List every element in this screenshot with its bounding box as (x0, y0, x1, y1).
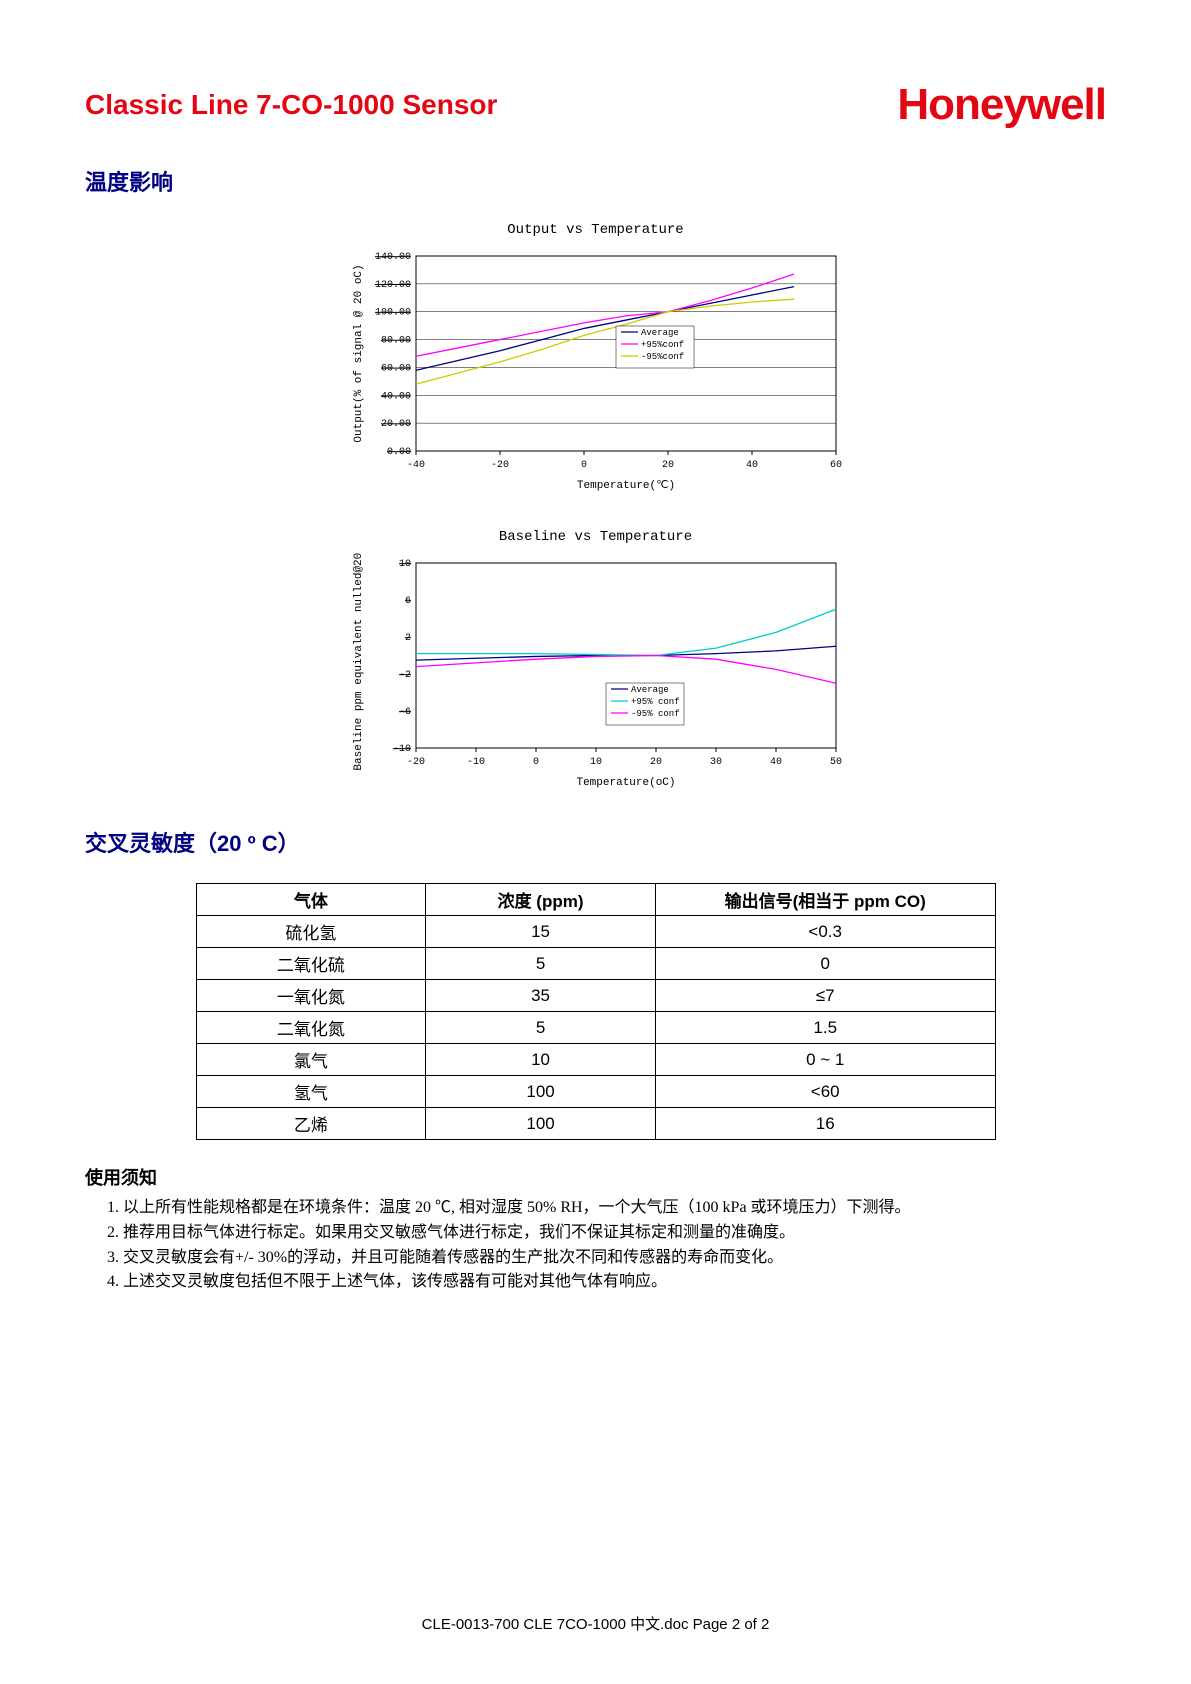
svg-text:20: 20 (661, 460, 673, 471)
table-row: 二氧化硫50 (196, 948, 995, 980)
svg-text:0: 0 (580, 460, 586, 471)
cross-sensitivity-table: 气体浓度 (ppm)输出信号(相当于 ppm CO)硫化氢15<0.3二氧化硫5… (196, 883, 996, 1140)
svg-text:80.00: 80.00 (380, 336, 410, 347)
svg-text:-95%conf: -95%conf (641, 352, 684, 362)
svg-text:60: 60 (829, 460, 841, 471)
svg-text:30: 30 (709, 757, 721, 768)
chart2-svg: -10 -6 -2 2 6 10 -20 -10 0 10 20 30 40 50 Temperature(… (336, 553, 856, 793)
note-item: 推荐用目标气体进行标定。如果用交叉敏感气体进行标定，我们不保证其标定和测量的准确… (123, 1221, 1106, 1246)
svg-text:10: 10 (589, 757, 601, 768)
notes-list: 以上所有性能规格都是在环境条件：温度 20 ℃, 相对湿度 50% RH，一个大… (85, 1196, 1106, 1295)
doc-title: Classic Line 7-CO-1000 Sensor (85, 89, 497, 121)
svg-text:0.00: 0.00 (386, 447, 410, 458)
svg-text:40: 40 (769, 757, 781, 768)
chart1-title: Output vs Temperature (85, 222, 1106, 238)
table-header: 输出信号(相当于 ppm CO) (655, 884, 995, 916)
svg-text:40: 40 (745, 460, 757, 471)
svg-text:120.00: 120.00 (374, 280, 410, 291)
table-header: 气体 (196, 884, 426, 916)
svg-text:10: 10 (398, 559, 410, 570)
page-header: Classic Line 7-CO-1000 Sensor Honeywell (85, 80, 1106, 130)
svg-text:100.00: 100.00 (374, 308, 410, 319)
chart-output-vs-temp: Output vs Temperature 0.00 20.00 40.00 60.0… (85, 222, 1106, 501)
svg-text:60.00: 60.00 (380, 363, 410, 374)
table-row: 二氧化氮51.5 (196, 1012, 995, 1044)
table-row: 氯气100 ~ 1 (196, 1044, 995, 1076)
svg-text:20: 20 (649, 757, 661, 768)
table-row: 硫化氢15<0.3 (196, 916, 995, 948)
svg-text:+95%conf: +95%conf (641, 340, 684, 350)
table-row: 氢气100<60 (196, 1076, 995, 1108)
note-item: 上述交叉灵敏度包括但不限于上述气体，该传感器有可能对其他气体有响应。 (123, 1270, 1106, 1295)
svg-text:-2: -2 (398, 670, 410, 681)
svg-text:-95% conf: -95% conf (631, 709, 680, 719)
svg-text:Output(% of signal @ 20 oC): Output(% of signal @ 20 oC) (353, 264, 365, 442)
honeywell-logo: Honeywell (897, 80, 1106, 130)
table-row: 一氧化氮35≤7 (196, 980, 995, 1012)
table-row: 乙烯10016 (196, 1108, 995, 1140)
svg-text:-20: -20 (490, 460, 508, 471)
chart1-svg: 0.00 20.00 40.00 60.00 80.00 100.00 120.00 140.… (336, 246, 856, 496)
section-cross-heading: 交叉灵敏度（20 º C） (85, 826, 1106, 858)
notes-heading: 使用须知 (85, 1164, 1106, 1190)
chart2-title: Baseline vs Temperature (85, 529, 1106, 545)
table-header: 浓度 (ppm) (426, 884, 656, 916)
svg-text:Temperature(℃): Temperature(℃) (576, 480, 674, 492)
svg-text:+95% conf: +95% conf (631, 697, 680, 707)
svg-text:-10: -10 (392, 744, 410, 755)
svg-text:Average: Average (641, 328, 679, 338)
svg-text:20.00: 20.00 (380, 419, 410, 430)
svg-text:Baseline ppm equivalent nulled: Baseline ppm equivalent nulled@20℃ (353, 553, 365, 771)
svg-text:0: 0 (532, 757, 538, 768)
svg-text:140.00: 140.00 (374, 252, 410, 263)
note-item: 交叉灵敏度会有+/- 30%的浮动，并且可能随着传感器的生产批次不同和传感器的寿… (123, 1246, 1106, 1271)
svg-text:-6: -6 (398, 707, 410, 718)
svg-text:-20: -20 (406, 757, 424, 768)
svg-text:-40: -40 (406, 460, 424, 471)
svg-text:2: 2 (404, 633, 410, 644)
svg-text:40.00: 40.00 (380, 391, 410, 402)
svg-text:Average: Average (631, 685, 669, 695)
svg-text:50: 50 (829, 757, 841, 768)
svg-text:-10: -10 (466, 757, 484, 768)
svg-text:6: 6 (404, 596, 410, 607)
svg-text:Temperature(oC): Temperature(oC) (576, 777, 675, 789)
chart-baseline-vs-temp: Baseline vs Temperature -10-6-22610-20-1… (85, 529, 1106, 798)
note-item: 以上所有性能规格都是在环境条件：温度 20 ℃, 相对湿度 50% RH，一个大… (123, 1196, 1106, 1221)
page-footer: CLE-0013-700 CLE 7CO-1000 中文.doc Page 2 … (0, 1613, 1191, 1634)
section-temp-heading: 温度影响 (85, 165, 1106, 197)
